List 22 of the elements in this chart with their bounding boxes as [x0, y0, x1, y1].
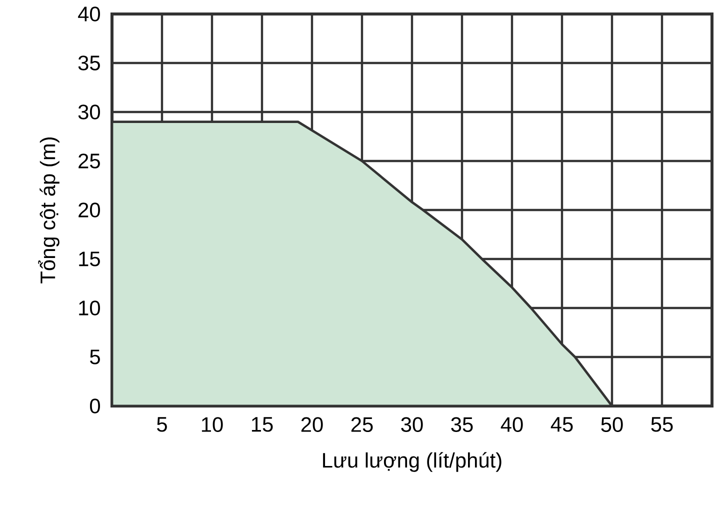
x-tick-label: 50	[601, 417, 623, 432]
x-axis-title: Lưu lượng (lít/phút)	[323, 452, 502, 472]
x-tick-label: 40	[500, 417, 523, 432]
x-tick-label: 35	[451, 417, 473, 432]
x-tick-label: 25	[351, 417, 373, 432]
x-tick-label: 10	[202, 417, 223, 432]
x-tick-label: 45	[550, 417, 573, 432]
y-tick-label: 15	[79, 252, 100, 266]
x-tick-label: 55	[651, 417, 673, 432]
x-tick-label: 20	[301, 417, 323, 432]
y-tick-label: 30	[78, 104, 100, 120]
y-tick-label: 35	[78, 56, 100, 70]
y-axis-title: Tổng cột áp (m)	[38, 137, 60, 284]
y-tick-label: 10	[79, 300, 100, 316]
y-tick-label: 40	[78, 6, 100, 22]
y-tick-label: 25	[78, 154, 100, 168]
y-tick-label: 5	[90, 350, 100, 364]
y-tick-label: 20	[78, 202, 100, 218]
y-tick-label: 0	[90, 398, 100, 414]
x-tick-label: 15	[252, 417, 273, 432]
x-tick-label: 5	[157, 417, 167, 432]
x-tick-label: 30	[401, 417, 423, 432]
